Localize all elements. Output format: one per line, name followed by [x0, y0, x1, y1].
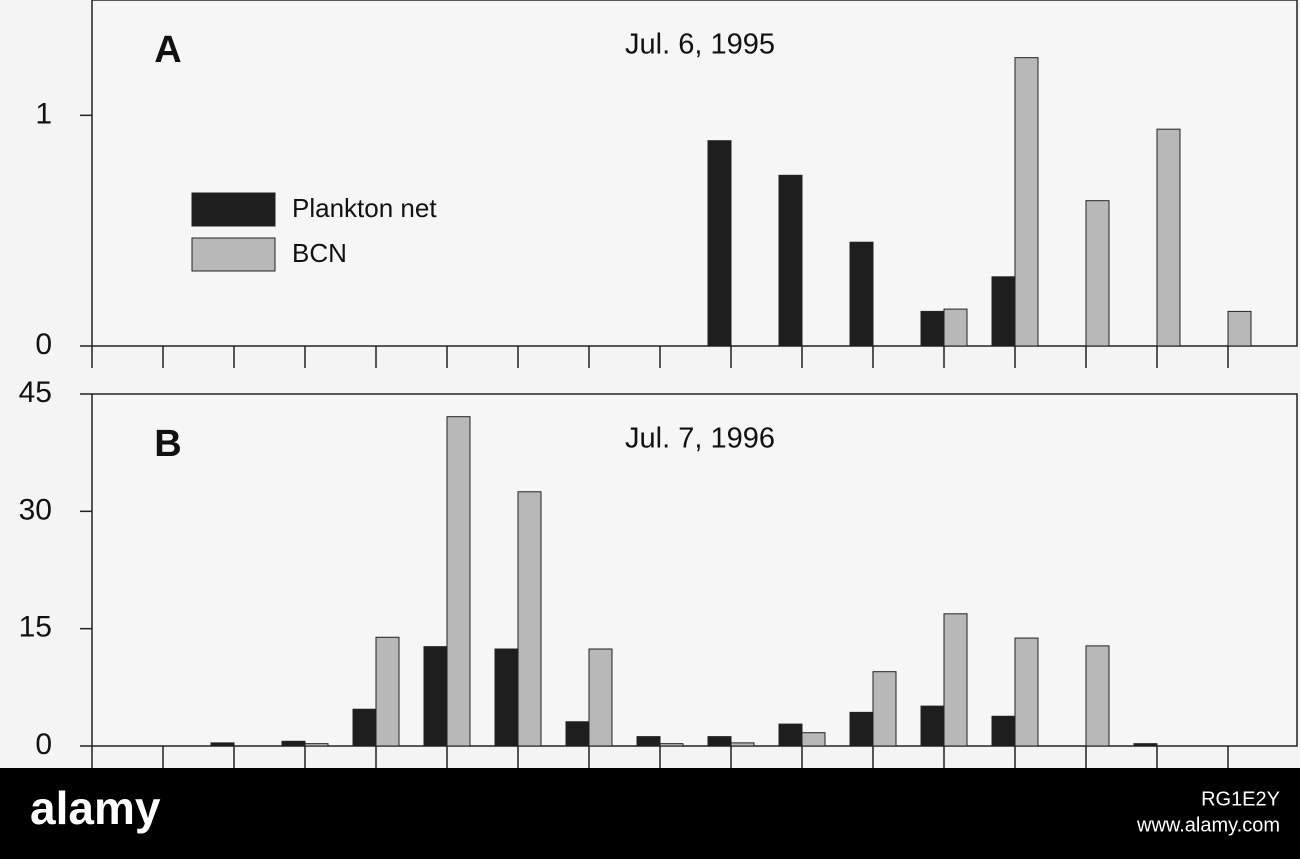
chart-title: Jul. 7, 1996: [625, 423, 775, 455]
bar: [565, 721, 590, 747]
footer-url: www.alamy.com: [1136, 814, 1280, 836]
bar: [943, 308, 968, 347]
bar: [730, 742, 755, 747]
bar: [872, 671, 897, 747]
bar: [920, 310, 945, 347]
panel-label: A: [154, 29, 181, 71]
bar: [423, 646, 448, 747]
bar: [659, 743, 684, 747]
footer-image-id: RG1E2Y: [1201, 788, 1280, 810]
bar: [1014, 57, 1039, 347]
bar: [849, 711, 874, 747]
bar: [352, 708, 377, 747]
bar: [281, 740, 306, 747]
bar: [636, 736, 661, 747]
y-tick-label: 15: [19, 611, 52, 644]
bar: [494, 648, 519, 747]
chart-title: Jul. 6, 1995: [625, 29, 775, 61]
bar: [446, 416, 471, 747]
y-tick-label: 45: [19, 376, 52, 409]
y-tick-label: 0: [35, 728, 52, 761]
bar: [588, 648, 613, 747]
y-tick-label: 0: [35, 328, 52, 361]
bar: [1156, 128, 1181, 347]
y-tick-label: 30: [19, 493, 52, 526]
bar: [707, 736, 732, 747]
bar: [375, 636, 400, 747]
bar: [1085, 200, 1110, 347]
bar: [1227, 310, 1252, 347]
legend-swatch: [191, 192, 276, 227]
footer-band: [0, 768, 1300, 859]
bar: [991, 276, 1016, 347]
y-tick-label: 1: [35, 97, 52, 130]
legend-label: Plankton net: [292, 193, 437, 223]
legend-label: BCN: [292, 238, 347, 268]
bar: [778, 174, 803, 347]
bar: [517, 491, 542, 747]
bar: [991, 715, 1016, 747]
bar: [778, 723, 803, 747]
bar: [801, 732, 826, 747]
bar: [1014, 637, 1039, 747]
bar: [707, 140, 732, 347]
footer-brand: alamy: [30, 782, 161, 834]
bar: [849, 241, 874, 347]
panel-label: B: [154, 423, 181, 465]
bar: [304, 743, 329, 747]
bar: [1133, 743, 1158, 747]
bar: [920, 705, 945, 747]
bar: [1085, 645, 1110, 747]
bar: [943, 613, 968, 747]
bar: [210, 742, 235, 747]
legend-swatch: [191, 237, 276, 272]
